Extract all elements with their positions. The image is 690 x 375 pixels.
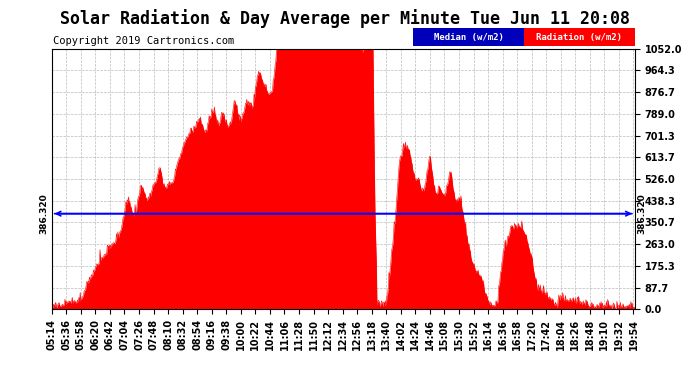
Text: 386.320: 386.320: [40, 193, 49, 234]
Bar: [524, 28, 635, 46]
Text: Median (w/m2): Median (w/m2): [434, 33, 504, 42]
Text: Solar Radiation & Day Average per Minute Tue Jun 11 20:08: Solar Radiation & Day Average per Minute…: [60, 9, 630, 28]
Text: 386.320: 386.320: [638, 193, 647, 234]
Text: Copyright 2019 Cartronics.com: Copyright 2019 Cartronics.com: [53, 36, 234, 46]
Text: Radiation (w/m2): Radiation (w/m2): [536, 33, 622, 42]
Bar: [413, 28, 524, 46]
